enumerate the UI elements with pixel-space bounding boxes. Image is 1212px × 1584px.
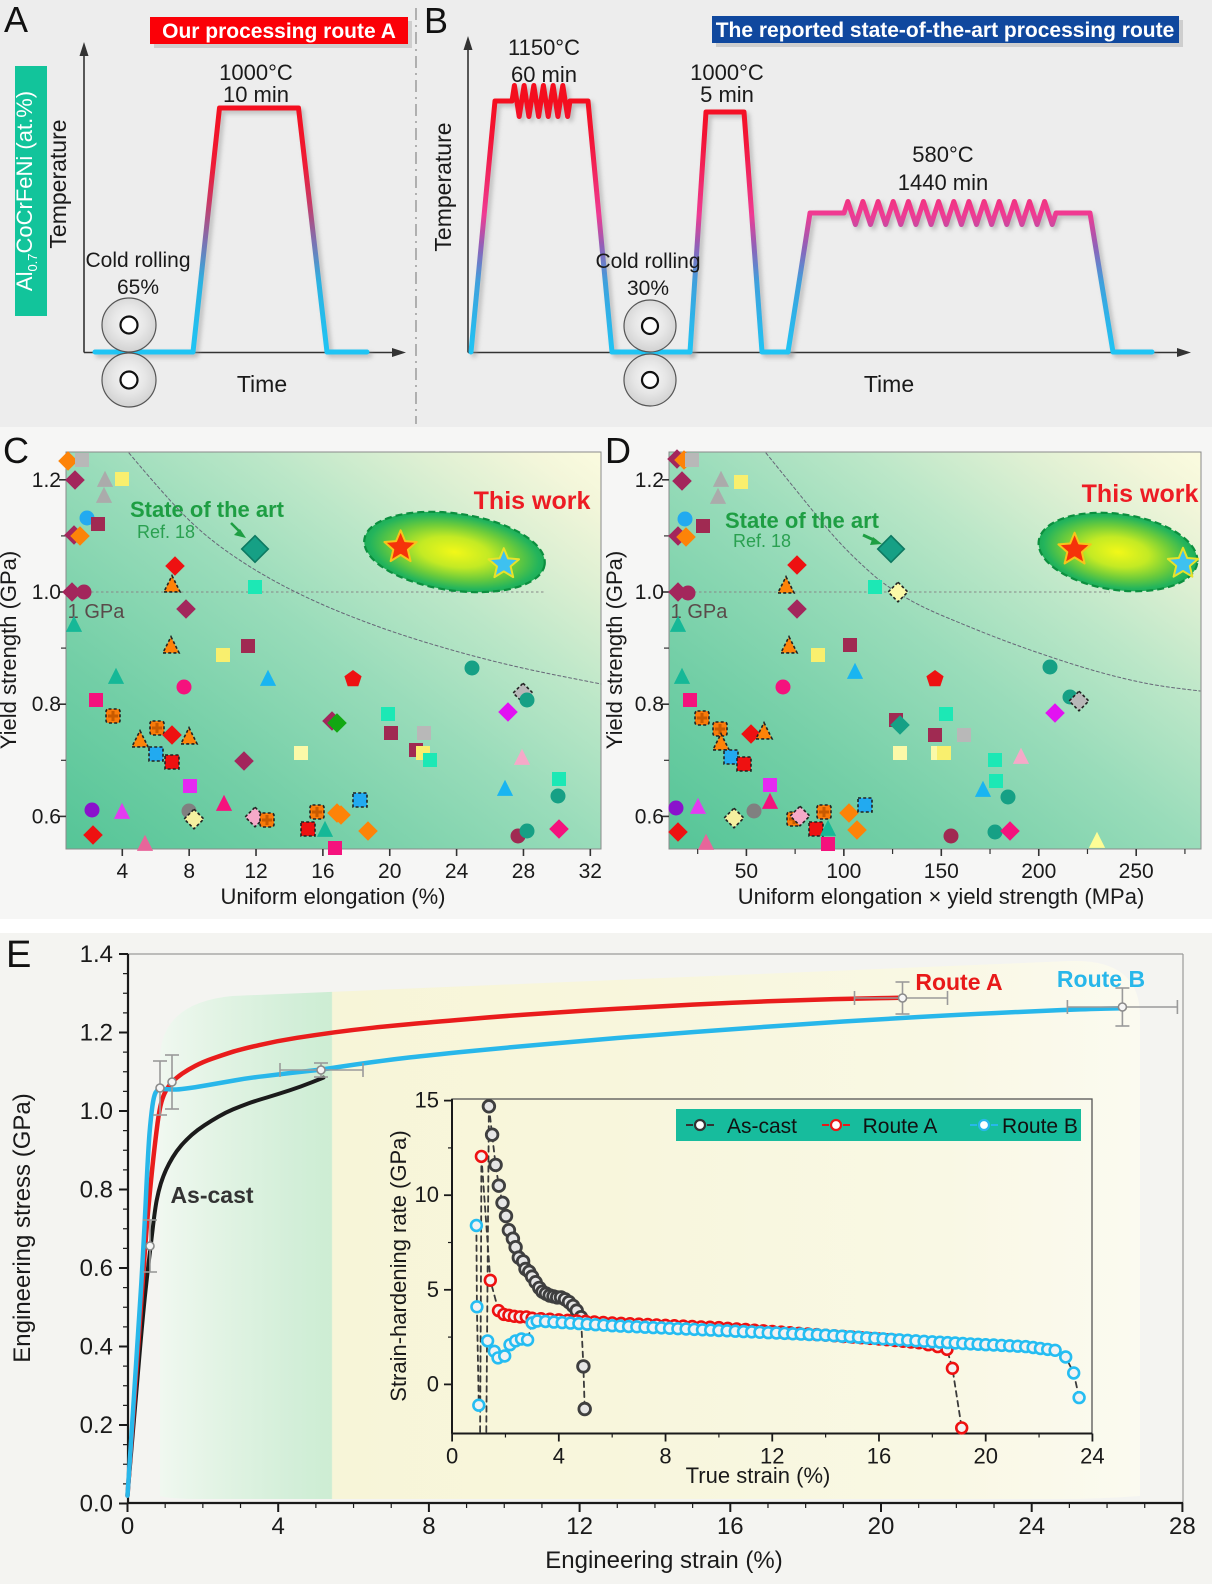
svg-text:28: 28 — [1169, 1513, 1196, 1540]
svg-text:20: 20 — [973, 1444, 997, 1469]
svg-text:As-cast: As-cast — [727, 1115, 797, 1138]
svg-text:24: 24 — [445, 860, 469, 883]
svg-text:Uniform elongation (%): Uniform elongation (%) — [221, 884, 446, 909]
svg-text:16: 16 — [311, 860, 334, 883]
svg-text:0.6: 0.6 — [635, 805, 664, 828]
svg-text:State of the art: State of the art — [130, 497, 285, 522]
svg-text:1.0: 1.0 — [80, 1098, 113, 1125]
svg-text:16: 16 — [717, 1513, 744, 1540]
svg-text:1000°C: 1000°C — [219, 60, 293, 85]
svg-text:1.2: 1.2 — [32, 469, 61, 492]
svg-text:12: 12 — [244, 860, 267, 883]
svg-text:1440 min: 1440 min — [898, 170, 989, 195]
svg-text:5 min: 5 min — [700, 82, 754, 107]
svg-text:0.2: 0.2 — [80, 1412, 113, 1439]
svg-text:250: 250 — [1119, 860, 1154, 883]
svg-text:0.4: 0.4 — [80, 1334, 113, 1361]
svg-text:0.6: 0.6 — [80, 1255, 113, 1282]
svg-text:1 GPa: 1 GPa — [671, 601, 729, 623]
svg-text:Uniform elongation × yield str: Uniform elongation × yield strength (MPa… — [738, 884, 1145, 909]
svg-text:24: 24 — [1080, 1444, 1104, 1469]
svg-text:20: 20 — [868, 1513, 895, 1540]
svg-text:24: 24 — [1018, 1513, 1045, 1540]
svg-text:E: E — [6, 934, 31, 976]
svg-text:1.2: 1.2 — [635, 469, 664, 492]
svg-text:Route A: Route A — [915, 969, 1002, 995]
svg-text:4: 4 — [553, 1444, 565, 1469]
svg-text:1.2: 1.2 — [80, 1020, 113, 1047]
svg-text:8: 8 — [183, 860, 195, 883]
svg-text:Engineering stress (GPa): Engineering stress (GPa) — [9, 1093, 36, 1362]
svg-text:0.6: 0.6 — [32, 805, 61, 828]
svg-text:State of the art: State of the art — [725, 508, 880, 533]
svg-text:20: 20 — [378, 860, 401, 883]
svg-text:Ref. 18: Ref. 18 — [137, 522, 195, 542]
svg-text:8: 8 — [422, 1513, 435, 1540]
svg-text:Time: Time — [237, 371, 287, 397]
svg-text:Cold rolling: Cold rolling — [595, 250, 700, 273]
svg-text:Our processing route A: Our processing route A — [162, 20, 396, 43]
svg-text:0: 0 — [427, 1371, 439, 1396]
svg-text:C: C — [3, 430, 29, 471]
svg-text:60 min: 60 min — [511, 62, 577, 87]
svg-text:1000°C: 1000°C — [690, 60, 764, 85]
svg-text:True strain (%): True strain (%) — [686, 1463, 831, 1488]
svg-text:0.8: 0.8 — [635, 693, 664, 716]
svg-text:1.0: 1.0 — [32, 581, 61, 604]
svg-text:Route A: Route A — [863, 1115, 938, 1138]
svg-text:Temperature: Temperature — [430, 122, 456, 251]
svg-text:Strain-hardening rate (GPa): Strain-hardening rate (GPa) — [386, 1130, 411, 1401]
svg-text:The reported state-of-the-art: The reported state-of-the-art processing… — [716, 19, 1175, 42]
svg-text:As-cast: As-cast — [170, 1182, 253, 1208]
svg-text:580°C: 580°C — [912, 142, 974, 167]
svg-text:A: A — [4, 0, 28, 40]
svg-text:This work: This work — [474, 487, 591, 515]
svg-text:100: 100 — [826, 860, 861, 883]
svg-text:8: 8 — [659, 1444, 671, 1469]
svg-text:1.4: 1.4 — [80, 941, 113, 968]
svg-text:200: 200 — [1021, 860, 1056, 883]
svg-text:D: D — [605, 430, 631, 471]
svg-text:0: 0 — [446, 1444, 458, 1469]
svg-text:Yield strength (GPa): Yield strength (GPa) — [0, 551, 21, 750]
svg-text:15: 15 — [415, 1088, 439, 1113]
svg-text:10: 10 — [415, 1182, 439, 1207]
svg-text:This work: This work — [1082, 480, 1199, 508]
svg-text:1 GPa: 1 GPa — [68, 601, 126, 623]
svg-text:12: 12 — [566, 1513, 593, 1540]
svg-text:1150°C: 1150°C — [508, 35, 580, 60]
svg-text:65%: 65% — [117, 276, 159, 299]
svg-text:Cold rolling: Cold rolling — [85, 249, 190, 272]
svg-text:28: 28 — [512, 860, 535, 883]
svg-text:150: 150 — [924, 860, 959, 883]
svg-text:Engineering strain (%): Engineering strain (%) — [545, 1547, 782, 1574]
svg-text:0: 0 — [121, 1513, 134, 1540]
svg-text:4: 4 — [116, 860, 128, 883]
svg-text:12: 12 — [760, 1444, 784, 1469]
svg-text:50: 50 — [735, 860, 758, 883]
svg-text:16: 16 — [867, 1444, 891, 1469]
svg-text:Route B: Route B — [1057, 966, 1145, 992]
svg-text:10 min: 10 min — [223, 82, 289, 107]
svg-text:30%: 30% — [627, 277, 669, 300]
svg-text:5: 5 — [427, 1277, 439, 1302]
svg-text:Route B: Route B — [1002, 1115, 1078, 1138]
svg-text:32: 32 — [579, 860, 602, 883]
svg-text:Ref. 18: Ref. 18 — [733, 531, 791, 551]
svg-text:0.0: 0.0 — [80, 1491, 113, 1518]
svg-text:Time: Time — [864, 371, 914, 397]
svg-text:Temperature: Temperature — [45, 119, 71, 248]
svg-text:0.8: 0.8 — [80, 1177, 113, 1204]
svg-text:B: B — [424, 0, 448, 41]
svg-text:1.0: 1.0 — [635, 581, 664, 604]
svg-text:0.8: 0.8 — [32, 693, 61, 716]
svg-text:Yield strength (GPa): Yield strength (GPa) — [602, 551, 627, 750]
svg-text:4: 4 — [272, 1513, 285, 1540]
